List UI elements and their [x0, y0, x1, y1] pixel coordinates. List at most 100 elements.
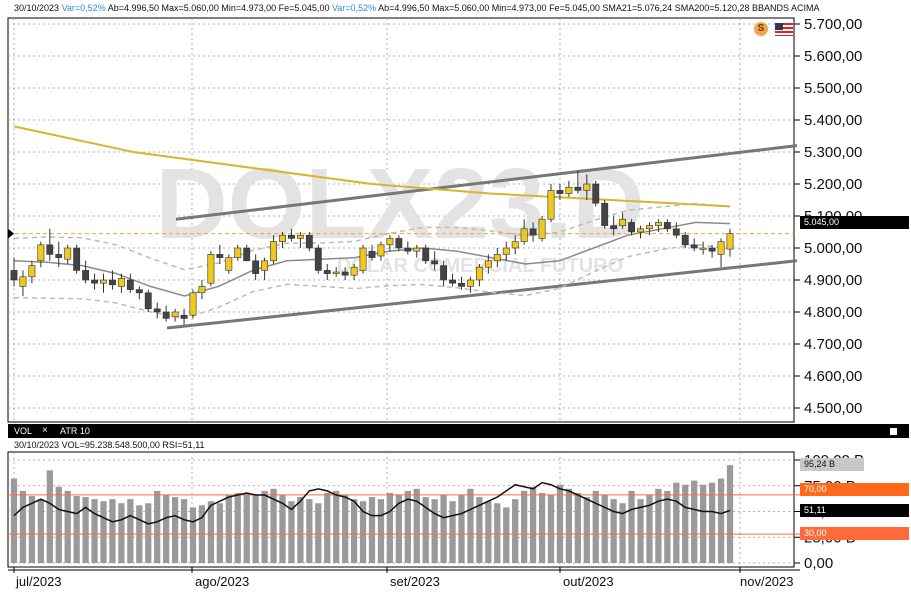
candle-down [82, 270, 90, 281]
price-tick-label: 4.600,00 [804, 368, 862, 385]
info-open: Ab=4.996,50 [107, 3, 160, 13]
currency-icon[interactable]: S [754, 22, 768, 36]
channel-lower-line [166, 259, 798, 330]
candle-down [431, 260, 439, 265]
info-bbands: BBANDS ACIMA [752, 3, 820, 13]
volume-bar [252, 495, 259, 563]
candle-down [672, 228, 680, 236]
volume-bar [19, 490, 27, 563]
candle-up [386, 238, 394, 246]
info-var: Var=0,52% [61, 3, 106, 13]
volume-bar [726, 465, 734, 563]
candle-up [565, 186, 573, 194]
candle-up [189, 292, 197, 316]
candle-up [350, 266, 358, 276]
info-close-2: Fe=5.045,00 [549, 3, 600, 13]
candle-down [109, 279, 116, 286]
candle-down [162, 311, 170, 319]
candle-up [467, 279, 474, 287]
x-label-set: set/2023 [390, 574, 440, 589]
volume-bar [368, 497, 376, 563]
volume-bar [180, 499, 188, 563]
info-min: Min=4.973,00 [221, 3, 277, 13]
volume-bar [118, 503, 125, 563]
volume-bar [565, 488, 573, 563]
volume-bar [655, 488, 662, 563]
current-price-tag: 5.045,00 [800, 216, 909, 229]
us-flag-icon[interactable] [775, 23, 793, 36]
tab-vol[interactable]: VOL [14, 426, 33, 436]
candle-up [37, 244, 45, 262]
volume-bar [628, 490, 635, 563]
volume-bar [73, 496, 80, 563]
volume-bar [55, 486, 62, 563]
volume-bar [163, 495, 170, 563]
candle-down [144, 292, 152, 310]
volume-bar [342, 495, 349, 563]
volume-tag: 95,24 B [800, 458, 864, 471]
volume-bar [547, 495, 555, 563]
lower-date: 30/10/2023 [14, 440, 60, 450]
candle-down [601, 202, 609, 226]
candle-up [475, 266, 483, 281]
channel-upper-line [175, 144, 798, 221]
volume-bar [503, 507, 510, 563]
info-close: Fe=5.045,00 [278, 3, 330, 13]
volume-bar [673, 482, 680, 563]
volume-bar [664, 490, 671, 563]
price-plot-frame [7, 17, 795, 423]
volume-bar [37, 499, 44, 563]
candle-down [91, 279, 98, 284]
volume-bar [440, 495, 447, 563]
rsi-30-tag: 30,00 [800, 527, 909, 540]
candle-up [225, 257, 233, 271]
price-tick-label: 4.800,00 [804, 304, 862, 321]
volume-bar [619, 503, 626, 563]
x-label-nov: nov/2023 [740, 574, 794, 589]
volume-bar [449, 501, 456, 563]
candle-up [413, 247, 421, 252]
price-tick-label: 5.200,00 [804, 176, 862, 193]
candle-up [619, 218, 627, 226]
sma200-line [13, 125, 731, 208]
info-max-2: Max=5.060,00 [431, 3, 490, 13]
volume-bar [521, 490, 528, 563]
candle-down [690, 244, 698, 249]
volume-bar [359, 501, 367, 563]
candle-down [440, 265, 448, 281]
volume-bar [207, 501, 215, 563]
candle-down [314, 247, 322, 271]
volume-bar [467, 488, 474, 563]
candle-down [449, 279, 456, 284]
lower-panel-toolbar: VOL [8, 424, 909, 438]
volume-bar [717, 478, 725, 563]
candle-up [654, 222, 662, 226]
candle-down [681, 234, 689, 246]
volume-bar [279, 495, 286, 563]
lower-vol-text: VOL=95.238.548.500,00 [61, 440, 160, 450]
candle-up [64, 247, 72, 260]
candle-up [332, 271, 340, 274]
volume-bar [422, 497, 429, 563]
candle-down [628, 222, 635, 233]
info-min-2: Min=4.973,00 [491, 3, 547, 13]
info-date: 30/10/2023 [14, 3, 60, 13]
volume-bar [386, 492, 394, 563]
tab-atr[interactable]: ATR 10 [60, 426, 90, 436]
volume-bar [637, 499, 644, 563]
candle-down [46, 244, 54, 255]
volume-bar [529, 486, 537, 563]
price-tick-label: 5.600,00 [804, 48, 862, 65]
candle-up [484, 260, 492, 268]
volume-bar [10, 478, 18, 563]
volume-bar [243, 492, 250, 563]
maximize-icon[interactable] [890, 428, 897, 435]
close-icon[interactable]: × [42, 425, 48, 436]
price-tick-label: 5.300,00 [804, 144, 862, 161]
watermark-name: DOLAR COMERCIAL FUTURO [337, 255, 623, 277]
volume-bar [46, 470, 53, 563]
price-tick-label: 5.700,00 [804, 16, 862, 33]
volume-bar [297, 497, 304, 563]
volume-bar [324, 492, 331, 563]
